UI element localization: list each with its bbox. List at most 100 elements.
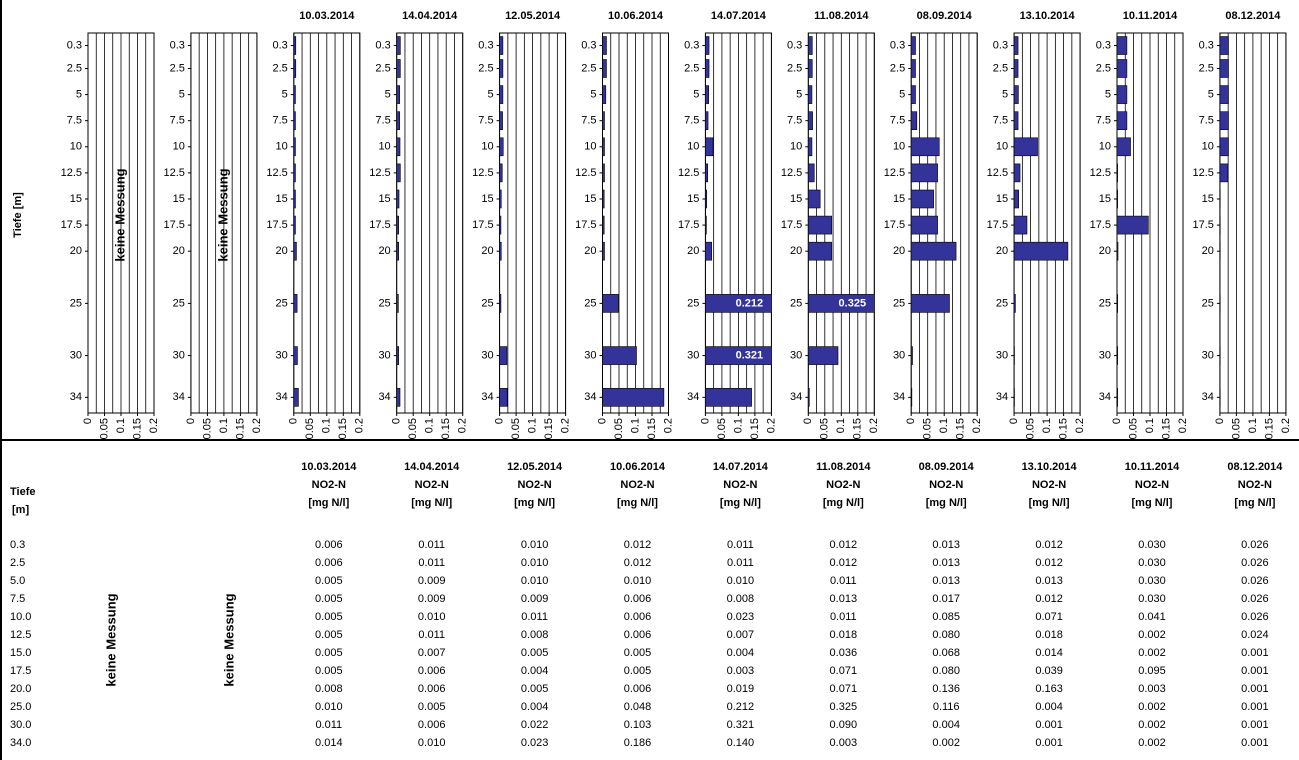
y-tick-label: 0.3 xyxy=(273,39,288,51)
bar xyxy=(396,36,401,55)
y-tick-label: 5 xyxy=(1002,88,1008,100)
column-header: NO2-N xyxy=(1238,479,1272,491)
value-cell: 0.004 xyxy=(521,701,549,713)
x-tick-label: 0.15 xyxy=(646,418,658,439)
bar xyxy=(808,111,813,130)
x-tick-label: 0.2 xyxy=(148,418,160,433)
y-tick-label: 20 xyxy=(687,245,699,257)
value-cell: 0.002 xyxy=(1138,701,1166,713)
bar xyxy=(499,59,504,78)
value-cell: 0.023 xyxy=(727,611,755,623)
y-tick-label: 34 xyxy=(70,391,82,403)
value-cell: 0.012 xyxy=(1035,557,1063,569)
value-cell: 0.006 xyxy=(418,683,446,695)
value-cell: 0.005 xyxy=(315,611,343,623)
column-header: [mg N/l] xyxy=(617,497,658,509)
y-tick-label: 17.5 xyxy=(369,219,390,231)
bar xyxy=(1219,59,1229,78)
x-tick-label: 0.2 xyxy=(560,418,572,433)
y-tick-label: 10 xyxy=(687,141,699,153)
bar xyxy=(396,294,399,313)
x-tick-label: 0.15 xyxy=(1263,418,1275,439)
y-tick-label: 30 xyxy=(687,349,699,361)
bar xyxy=(808,346,839,365)
y-tick-label: 2.5 xyxy=(581,62,596,74)
y-tick-label: 0.3 xyxy=(375,39,390,51)
value-cell: 0.095 xyxy=(1138,665,1166,677)
bar xyxy=(808,137,813,157)
x-tick-label: 0.15 xyxy=(852,418,864,439)
column-header: [mg N/l] xyxy=(308,497,349,509)
y-tick-label: 12.5 xyxy=(781,167,802,179)
column-header: 12.05.2014 xyxy=(507,461,563,473)
y-tick-label: 0.3 xyxy=(1096,39,1111,51)
bar xyxy=(808,36,813,55)
x-tick-label: 0.2 xyxy=(662,418,674,433)
y-tick-label: 5 xyxy=(899,88,905,100)
value-cell: 0.011 xyxy=(521,611,548,623)
value-cell: 0.011 xyxy=(418,629,445,641)
depth-cell: 15.0 xyxy=(10,647,31,659)
y-tick-label: 25 xyxy=(70,297,82,309)
value-cell: 0.008 xyxy=(521,629,549,641)
y-tick-label: 10 xyxy=(481,141,493,153)
column-header: [mg N/l] xyxy=(1234,497,1275,509)
y-tick-label: 12.5 xyxy=(61,167,82,179)
value-cell: 0.009 xyxy=(521,593,549,605)
y-tick-label: 5 xyxy=(179,88,185,100)
value-cell: 0.018 xyxy=(1035,629,1063,641)
value-cell: 0.005 xyxy=(521,683,549,695)
y-tick-label: 5 xyxy=(1105,88,1111,100)
value-cell: 0.012 xyxy=(830,539,858,551)
bar xyxy=(293,137,296,157)
x-tick-label: 0.1 xyxy=(1144,418,1156,433)
value-cell: 0.001 xyxy=(1035,719,1063,731)
panel-title: 10.06.2014 xyxy=(608,10,664,22)
x-tick-label: 0.05 xyxy=(1127,418,1139,439)
column-header: 13.10.2014 xyxy=(1022,461,1078,473)
bar xyxy=(396,241,399,261)
y-tick-label: 30 xyxy=(584,349,596,361)
depth-cell: 34.0 xyxy=(10,737,31,749)
bar-label: 0.212 xyxy=(736,297,764,309)
bar xyxy=(499,189,502,209)
value-cell: 0.004 xyxy=(727,647,755,659)
y-tick-label: 7.5 xyxy=(890,115,905,127)
y-tick-label: 20 xyxy=(996,245,1008,257)
x-tick-label: 0.1 xyxy=(321,418,333,433)
x-tick-label: 0.15 xyxy=(955,418,967,439)
value-cell: 0.030 xyxy=(1138,557,1166,569)
x-tick-label: 0 xyxy=(802,418,814,424)
x-tick-label: 0.2 xyxy=(457,418,469,433)
value-cell: 0.005 xyxy=(315,647,343,659)
value-cell: 0.010 xyxy=(521,557,549,569)
bar xyxy=(1014,85,1019,104)
value-cell: 0.071 xyxy=(830,665,858,677)
depth-cell: 5.0 xyxy=(10,575,25,587)
bar xyxy=(911,388,913,407)
value-cell: 0.005 xyxy=(315,665,343,677)
value-cell: 0.010 xyxy=(315,701,343,713)
bar xyxy=(911,215,938,235)
y-tick-label: 15 xyxy=(687,193,699,205)
value-cell: 0.116 xyxy=(933,701,960,713)
value-cell: 0.080 xyxy=(932,629,960,641)
x-tick-label: 0 xyxy=(699,418,711,424)
y-tick-label: 0.3 xyxy=(684,39,699,51)
y-tick-label: 34 xyxy=(276,391,288,403)
value-cell: 0.014 xyxy=(315,737,343,749)
bar xyxy=(293,85,296,104)
table-header: [m] xyxy=(12,504,29,516)
bar xyxy=(911,241,957,261)
y-tick-label: 2.5 xyxy=(170,62,185,74)
bar xyxy=(293,346,298,365)
y-tick-label: 30 xyxy=(481,349,493,361)
x-tick-label: 0 xyxy=(82,418,94,424)
value-cell: 0.006 xyxy=(315,557,343,569)
y-tick-label: 20 xyxy=(70,245,82,257)
x-tick-label: 0.05 xyxy=(1025,418,1037,439)
bar xyxy=(808,163,815,183)
bar xyxy=(396,189,400,209)
bar xyxy=(602,137,605,157)
y-tick-label: 15 xyxy=(1202,193,1214,205)
